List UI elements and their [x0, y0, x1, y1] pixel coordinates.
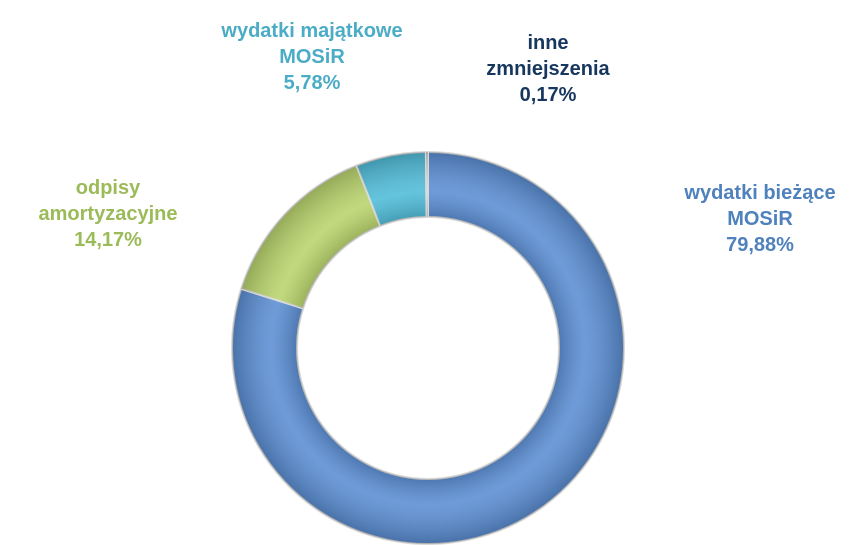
slice-label: odpisy amortyzacyjne 14,17%: [28, 175, 188, 253]
slice-label: wydatki bieżące MOSiR 79,88%: [660, 180, 860, 258]
donut-slice: [239, 164, 382, 310]
value-label: 79,88%: [726, 234, 794, 256]
category-name: wydatki bieżące MOSiR: [684, 182, 836, 230]
value-label: 0,17%: [519, 84, 577, 106]
value-label: 14,17%: [74, 229, 142, 251]
category-name: odpisy amortyzacyjne: [38, 177, 178, 225]
slice-label: inne zmniejszenia 0,17%: [473, 30, 623, 108]
slice-label: wydatki majątkowe MOSiR 5,78%: [197, 18, 427, 96]
donut: [231, 150, 625, 545]
category-name: wydatki majątkowe MOSiR: [221, 20, 403, 68]
value-label: 5,78%: [283, 72, 341, 94]
donut-slice: [424, 150, 429, 219]
category-name: inne zmniejszenia: [486, 32, 610, 80]
